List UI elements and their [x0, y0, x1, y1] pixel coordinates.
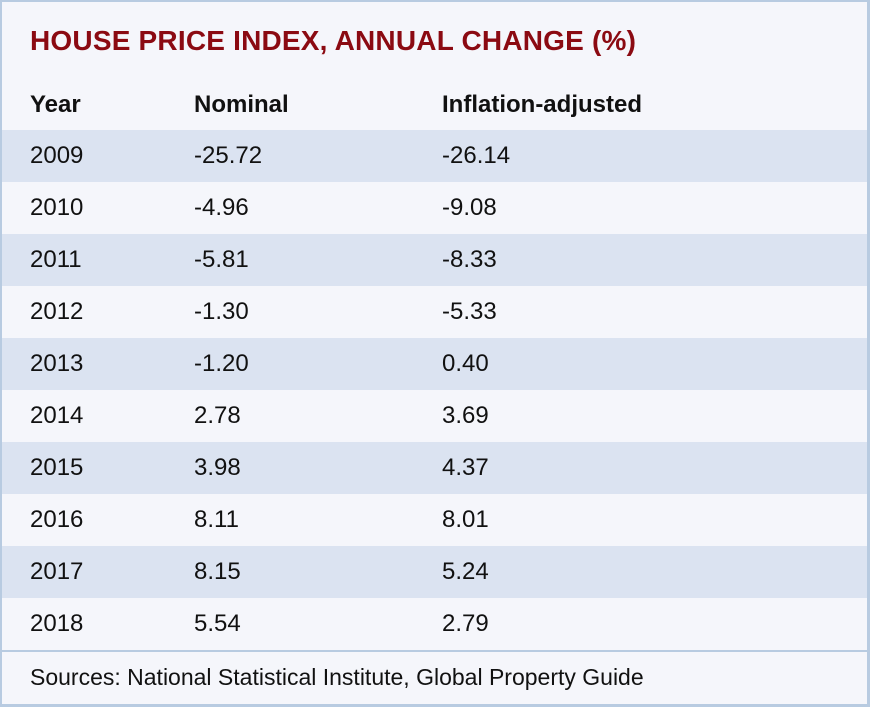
year-cell: 2013 [30, 349, 84, 377]
year-cell: 2010 [30, 193, 84, 221]
inflation-adjusted-cell: 2.79 [442, 609, 489, 637]
year-cell: 2009 [30, 141, 84, 169]
table-row: 2014 2.78 3.69 [2, 389, 867, 442]
nominal-cell: 2.78 [194, 401, 241, 429]
inflation-adjusted-cell: 4.37 [442, 453, 489, 481]
inflation-adjusted-cell: -26.14 [442, 141, 511, 169]
nominal-cell: 3.98 [194, 453, 241, 481]
nominal-cell: 8.11 [194, 505, 239, 533]
table-row: 2016 8.11 8.01 [2, 493, 867, 546]
nominal-cell: 8.15 [194, 557, 241, 585]
table-row: 2010 -4.96 -9.08 [2, 181, 867, 234]
table-header-row: Year Nominal Inflation-adjusted [2, 80, 867, 130]
nominal-cell: -1.20 [194, 349, 249, 377]
table-row: 2013 -1.20 0.40 [2, 337, 867, 390]
sources-text: Sources: National Statistical Institute,… [30, 664, 644, 691]
table-row: 2015 3.98 4.37 [2, 441, 867, 494]
table-row: 2012 -1.30 -5.33 [2, 285, 867, 338]
table-row: 2017 8.15 5.24 [2, 545, 867, 598]
title-block: HOUSE PRICE INDEX, ANNUAL CHANGE (%) [2, 2, 867, 81]
nominal-cell: 5.54 [194, 609, 241, 637]
year-cell: 2017 [30, 557, 84, 585]
inflation-adjusted-cell: -9.08 [442, 193, 497, 221]
nominal-cell: -1.30 [194, 297, 249, 325]
year-cell: 2015 [30, 453, 84, 481]
year-cell: 2014 [30, 401, 84, 429]
year-cell: 2012 [30, 297, 84, 325]
table-row: 2018 5.54 2.79 [2, 597, 867, 650]
nominal-cell: -4.96 [194, 193, 249, 221]
table-row: 2011 -5.81 -8.33 [2, 233, 867, 286]
inflation-adjusted-cell: 8.01 [442, 505, 489, 533]
column-header-year: Year [2, 80, 194, 130]
table-row: 2009 -25.72 -26.14 [2, 129, 867, 182]
inflation-adjusted-cell: -8.33 [442, 245, 497, 273]
year-cell: 2018 [30, 609, 84, 637]
inflation-adjusted-cell: 0.40 [442, 349, 489, 377]
nominal-cell: -5.81 [194, 245, 249, 273]
inflation-adjusted-cell: 5.24 [442, 557, 489, 585]
year-cell: 2011 [30, 245, 82, 273]
inflation-adjusted-cell: 3.69 [442, 401, 489, 429]
sources-footer: Sources: National Statistical Institute,… [2, 649, 867, 704]
column-header-nominal: Nominal [194, 80, 442, 130]
house-price-index-table: Year Nominal Inflation-adjusted 2009 -25… [2, 80, 867, 650]
year-cell: 2016 [30, 505, 84, 533]
page-title: HOUSE PRICE INDEX, ANNUAL CHANGE (%) [30, 25, 637, 57]
nominal-cell: -25.72 [194, 141, 263, 169]
column-header-inflation-adjusted: Inflation-adjusted [442, 80, 867, 130]
inflation-adjusted-cell: -5.33 [442, 297, 497, 325]
